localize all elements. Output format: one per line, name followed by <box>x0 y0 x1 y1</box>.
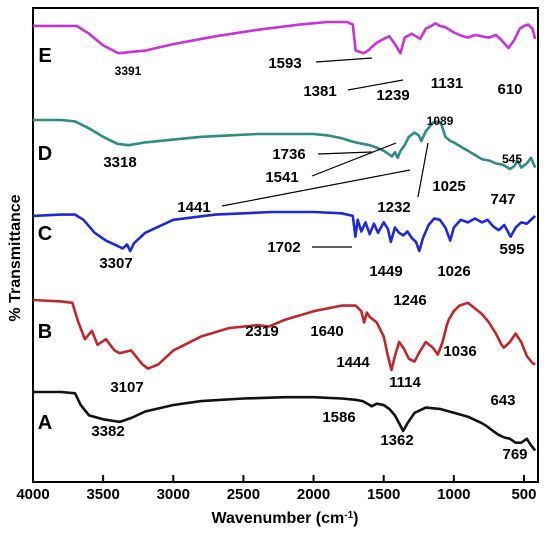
leader-e-1593 <box>315 57 373 63</box>
x-axis-ticks: 4000 3500 3000 2500 2000 1500 1000 500 <box>16 475 536 503</box>
spectrum-label-e: E <box>38 45 51 67</box>
x-tick-label-500: 500 <box>511 486 536 503</box>
spectrum-label-a: A <box>38 412 52 434</box>
peak-leader-lines <box>221 57 429 248</box>
peak-label-b-1444: 1444 <box>336 354 370 371</box>
x-tick-label-3500: 3500 <box>86 486 119 503</box>
peak-label-d-1089: 1089 <box>427 114 454 128</box>
peak-label-d-1541: 1541 <box>265 169 298 186</box>
peak-label-d-1232: 1232 <box>377 199 410 216</box>
leader-e-1381 <box>347 79 404 91</box>
x-tick-label-1000: 1000 <box>437 486 470 503</box>
x-tick-label-2000: 2000 <box>297 486 330 503</box>
peak-label-e-1381: 1381 <box>303 83 336 100</box>
peak-label-c-3307: 3307 <box>99 255 132 272</box>
peak-label-e-610: 610 <box>497 81 522 98</box>
spectrum-label-d: D <box>38 143 52 165</box>
peak-label-c-595: 595 <box>499 241 524 258</box>
peak-label-c-1702: 1702 <box>267 239 300 256</box>
series-d-line <box>33 118 537 171</box>
peak-label-b-643: 643 <box>490 392 515 409</box>
peak-label-c-1449: 1449 <box>369 263 402 280</box>
series-b-line <box>32 298 536 372</box>
x-tick-label-4000: 4000 <box>16 486 49 503</box>
spectrum-label-b: B <box>38 321 52 343</box>
peak-label-a-1362: 1362 <box>380 432 413 449</box>
peak-label-e-1239: 1239 <box>376 87 409 104</box>
peak-label-b-1036: 1036 <box>443 343 476 360</box>
peak-label-e-3391: 3391 <box>115 64 142 78</box>
peak-label-c-1246: 1246 <box>393 292 426 309</box>
peak-label-d-3318: 3318 <box>103 154 136 171</box>
peak-label-b-2319: 2319 <box>245 323 278 340</box>
peak-label-d-1736: 1736 <box>272 146 305 163</box>
x-axis-title: Wavenumber (cm-1) <box>211 510 358 528</box>
x-tick-label-1500: 1500 <box>367 486 400 503</box>
leader-d-1441 <box>221 169 411 207</box>
x-tick-label-3000: 3000 <box>157 486 190 503</box>
spectra-traces <box>32 20 537 452</box>
y-axis-title: % Transmittance <box>7 194 24 321</box>
peak-label-c-1026: 1026 <box>437 263 470 280</box>
peak-label-d-1441: 1441 <box>177 199 210 216</box>
peak-label-e-1593: 1593 <box>268 55 301 72</box>
series-a-line <box>33 390 537 452</box>
series-e-line <box>33 20 537 55</box>
peak-label-a-3107: 3107 <box>110 379 143 396</box>
leader-d-1232 <box>417 142 429 198</box>
peak-label-a-1586: 1586 <box>322 409 355 426</box>
peak-label-a-769: 769 <box>502 446 527 463</box>
peak-label-d-1025: 1025 <box>432 178 465 195</box>
peak-label-b-1114: 1114 <box>389 374 421 391</box>
peak-label-e-1131: 1131 <box>431 75 464 92</box>
leader-d-1541 <box>311 142 397 177</box>
peak-label-d-747: 747 <box>490 191 515 208</box>
leader-d-1736 <box>317 151 373 155</box>
plot-frame <box>32 7 539 483</box>
peak-label-d-545: 545 <box>502 152 522 166</box>
series-c-line <box>32 210 537 253</box>
x-tick-label-2500: 2500 <box>227 486 260 503</box>
spectrum-label-c: C <box>38 223 52 245</box>
peak-label-b-1640: 1640 <box>310 323 343 340</box>
peak-label-a-3382: 3382 <box>91 423 124 440</box>
